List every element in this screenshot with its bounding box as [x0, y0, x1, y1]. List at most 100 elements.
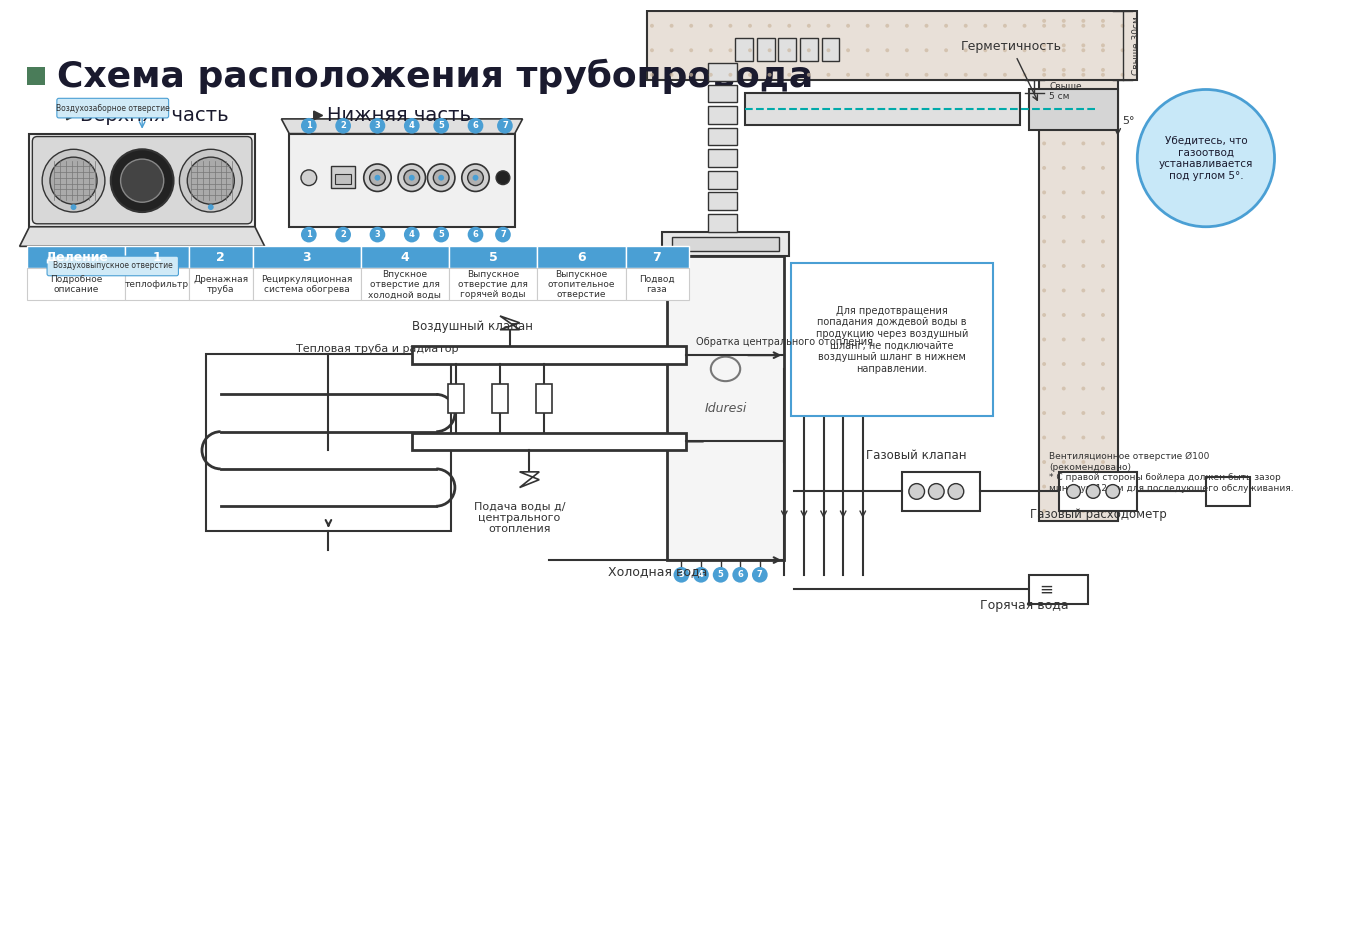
Circle shape [370, 227, 386, 243]
Circle shape [944, 72, 948, 77]
Bar [537, 268, 626, 300]
Circle shape [1082, 141, 1086, 145]
Bar [27, 67, 45, 85]
Text: Воздухозаборное отверстие: Воздухозаборное отверстие [55, 104, 170, 113]
Bar [411, 346, 687, 364]
Circle shape [1082, 68, 1086, 72]
Text: Убедитесь, что
газоотвод
устанавливается
под углом 5°.: Убедитесь, что газоотвод устанавливается… [1159, 136, 1253, 181]
Circle shape [1062, 411, 1066, 415]
Bar [708, 128, 738, 145]
Circle shape [1101, 215, 1105, 219]
Bar [336, 174, 351, 183]
Text: 2: 2 [216, 250, 225, 263]
Polygon shape [282, 119, 522, 134]
Circle shape [1082, 362, 1086, 366]
Circle shape [1062, 141, 1066, 145]
Text: Выпускное
отопительное
отверстие: Выпускное отопительное отверстие [548, 270, 615, 299]
Text: 5: 5 [438, 231, 444, 239]
Circle shape [1101, 24, 1105, 27]
Circle shape [461, 164, 490, 191]
Circle shape [693, 566, 708, 582]
Circle shape [924, 72, 928, 77]
Circle shape [963, 72, 967, 77]
Circle shape [827, 24, 831, 27]
Polygon shape [66, 111, 76, 120]
Bar [254, 247, 360, 268]
Circle shape [1043, 24, 1045, 27]
Circle shape [1101, 338, 1105, 342]
Circle shape [928, 484, 944, 500]
Circle shape [866, 48, 870, 53]
Bar [448, 384, 464, 413]
Circle shape [669, 72, 673, 77]
Text: Верхняя часть: Верхняя часть [81, 106, 229, 125]
Circle shape [1082, 264, 1086, 268]
Circle shape [1062, 460, 1066, 464]
Text: Дренажная
труба: Дренажная труба [193, 275, 248, 295]
Circle shape [1062, 24, 1066, 27]
Circle shape [1101, 72, 1105, 77]
Circle shape [1062, 117, 1066, 120]
Circle shape [42, 150, 105, 212]
Circle shape [403, 227, 420, 243]
Circle shape [1101, 436, 1105, 439]
Bar [30, 134, 255, 227]
Circle shape [728, 72, 733, 77]
Circle shape [708, 48, 712, 53]
Circle shape [120, 159, 163, 202]
Circle shape [708, 24, 712, 27]
Polygon shape [20, 227, 264, 247]
Circle shape [1043, 338, 1045, 342]
Circle shape [1062, 92, 1066, 96]
Circle shape [1062, 19, 1066, 23]
Bar [27, 247, 125, 268]
Circle shape [1043, 141, 1045, 145]
Circle shape [1082, 43, 1086, 47]
Bar [708, 106, 738, 124]
Circle shape [364, 164, 391, 191]
Circle shape [1086, 485, 1099, 499]
Circle shape [1101, 43, 1105, 47]
Text: 7: 7 [500, 231, 506, 239]
Text: 7: 7 [653, 250, 661, 263]
Circle shape [983, 48, 987, 53]
Text: 1: 1 [152, 250, 162, 263]
Circle shape [1101, 485, 1105, 488]
Circle shape [909, 484, 924, 500]
Text: 2: 2 [340, 231, 347, 239]
Bar [1059, 471, 1137, 511]
Text: Холодная вода: Холодная вода [608, 565, 707, 578]
Circle shape [689, 24, 693, 27]
Circle shape [1043, 43, 1045, 47]
Text: Герметичность: Герметичность [960, 40, 1062, 101]
Text: 6: 6 [577, 250, 585, 263]
Circle shape [1043, 72, 1045, 77]
Circle shape [208, 204, 213, 210]
Text: 4: 4 [409, 231, 414, 239]
Circle shape [728, 48, 733, 53]
Circle shape [1043, 362, 1045, 366]
Text: 1: 1 [306, 121, 312, 130]
Circle shape [1043, 460, 1045, 464]
Text: 5: 5 [438, 121, 444, 130]
Circle shape [188, 157, 235, 204]
Circle shape [885, 24, 889, 27]
Polygon shape [500, 316, 519, 329]
Circle shape [370, 170, 386, 185]
Circle shape [1062, 240, 1066, 244]
Bar [360, 247, 449, 268]
Circle shape [438, 175, 444, 181]
Circle shape [1101, 411, 1105, 415]
Circle shape [403, 170, 420, 185]
Bar [1206, 477, 1251, 506]
Bar [125, 247, 189, 268]
Text: Iduresi: Iduresi [704, 402, 747, 415]
FancyBboxPatch shape [57, 98, 169, 118]
Text: Подача воды д/
центрального
отопления: Подача воды д/ центрального отопления [473, 502, 565, 534]
Text: 7: 7 [502, 121, 507, 130]
Bar [708, 171, 738, 188]
Circle shape [1082, 24, 1086, 27]
Circle shape [1101, 460, 1105, 464]
Circle shape [1082, 215, 1086, 219]
Circle shape [1062, 485, 1066, 488]
